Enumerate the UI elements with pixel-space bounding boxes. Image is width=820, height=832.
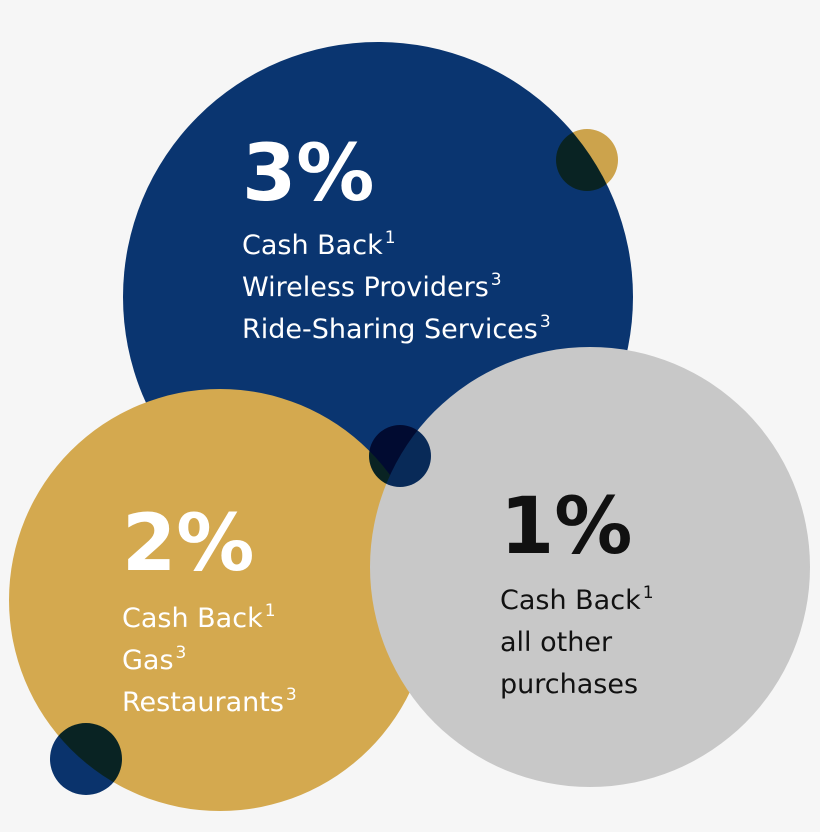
line-text: Cash Back (242, 230, 383, 261)
gold-circle (9, 389, 431, 811)
line-text: Ride-Sharing Services (242, 314, 538, 345)
benefit-line: purchases (500, 669, 638, 700)
line-text: Restaurants (122, 687, 284, 718)
footnote-mark: 3 (286, 685, 297, 705)
benefit-line: Cash Back 1 (122, 601, 276, 634)
footnote-mark: 3 (491, 270, 502, 290)
footnote-mark: 3 (176, 643, 187, 663)
benefit-line: all other (500, 627, 613, 658)
percent-label: 1% (500, 482, 632, 572)
benefit-line: Ride-Sharing Services 3 (242, 312, 551, 345)
benefit-line: Wireless Providers 3 (242, 270, 502, 303)
benefit-line: Cash Back 1 (242, 228, 396, 261)
navy-dot (50, 723, 122, 795)
benefit-line: Gas 3 (122, 643, 186, 676)
line-text: Gas (122, 645, 174, 676)
benefit-line: Cash Back 1 (500, 583, 654, 616)
benefit-line: Restaurants 3 (122, 685, 297, 718)
footnote-mark: 1 (385, 228, 396, 248)
line-text: Cash Back (500, 585, 641, 616)
navy-dot (369, 425, 431, 487)
line-text: Wireless Providers (242, 272, 489, 303)
percent-label: 2% (122, 499, 254, 589)
percent-label: 3% (242, 129, 374, 219)
footnote-mark: 1 (265, 601, 276, 621)
gold-dot (556, 129, 618, 191)
footnote-mark: 3 (540, 312, 551, 332)
line-text: Cash Back (122, 603, 263, 634)
footnote-mark: 1 (643, 583, 654, 603)
gray-circle (370, 347, 810, 787)
line-text: purchases (500, 669, 638, 700)
line-text: all other (500, 627, 613, 658)
